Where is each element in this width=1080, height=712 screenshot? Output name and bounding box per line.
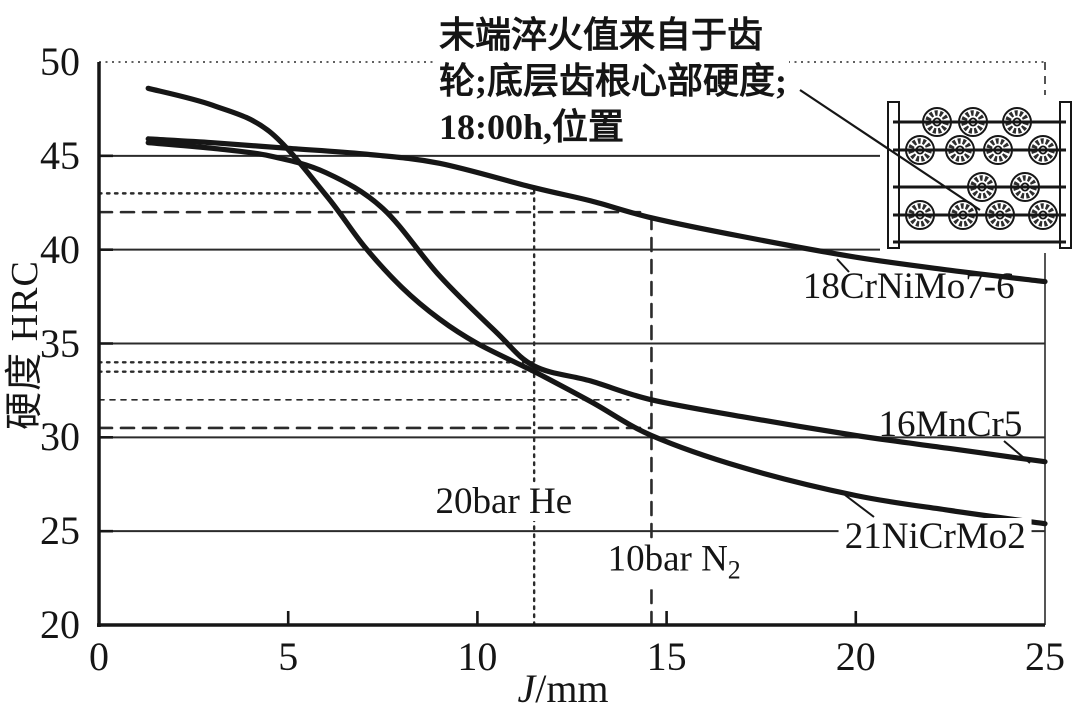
curve-label-leader-21NiCrMo2 — [844, 494, 875, 518]
curve-label-leader-16MnCr5 — [1003, 440, 1031, 464]
curve-21NiCrMo2 — [145, 85, 1048, 527]
rack-post — [887, 101, 900, 249]
annotation-leader-line — [799, 89, 981, 211]
curve-label-leader-18CrNiMo7-6 — [836, 258, 850, 273]
curve-16MnCr5 — [145, 140, 1048, 465]
rack-post — [1059, 101, 1072, 249]
